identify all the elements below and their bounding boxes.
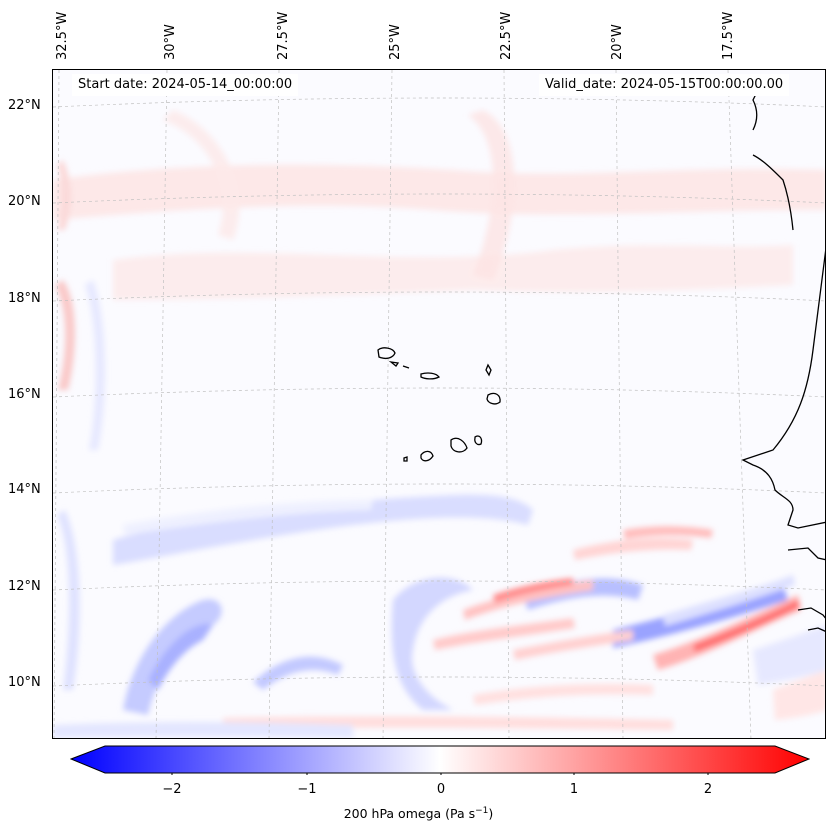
omega-shading xyxy=(53,110,825,738)
lon-label-32-5w: 32.5°W xyxy=(55,11,70,60)
lon-label-17-5w: 17.5°W xyxy=(721,11,736,60)
colorbar-tick-marks xyxy=(171,773,709,775)
lon-label-20w: 20°W xyxy=(610,24,625,60)
lat-label-14n: 14°N xyxy=(8,482,41,497)
colorbar-tick-pos2: 2 xyxy=(703,782,713,797)
lat-label-20n: 20°N xyxy=(8,194,41,209)
lon-label-27-5w: 27.5°W xyxy=(276,11,291,60)
lon-label-30w: 30°W xyxy=(163,24,178,60)
graticule xyxy=(53,70,825,738)
lon-label-25w: 25°W xyxy=(388,24,403,60)
map-panel xyxy=(52,69,826,739)
colorbar xyxy=(70,745,810,775)
colorbar-tick-neg1: −1 xyxy=(297,782,317,797)
colorbar-tick-zero: 0 xyxy=(436,782,446,797)
colorbar-tick-neg2: −2 xyxy=(162,782,182,797)
colorbar-tick-pos1: 1 xyxy=(569,782,579,797)
lat-label-12n: 12°N xyxy=(8,579,41,594)
lat-label-22n: 22°N xyxy=(8,98,41,113)
lon-label-22-5w: 22.5°W xyxy=(499,11,514,60)
coastline xyxy=(377,89,825,632)
lat-label-10n: 10°N xyxy=(8,675,41,690)
valid-date-label: Valid_date: 2024-05-15T00:00:00.00 xyxy=(539,74,790,96)
colorbar-title: 200 hPa omega (Pa s−1) xyxy=(343,806,494,822)
lat-label-18n: 18°N xyxy=(8,291,41,306)
start-date-label: Start date: 2024-05-14_00:00:00 xyxy=(72,74,299,96)
omega-field xyxy=(53,70,825,738)
lat-label-16n: 16°N xyxy=(8,387,41,402)
